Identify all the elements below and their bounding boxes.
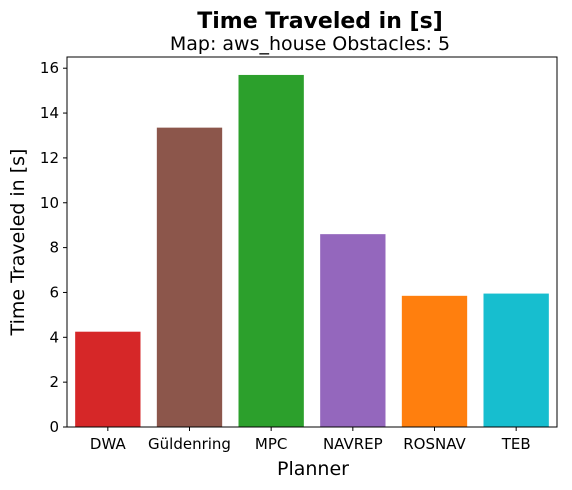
bar-g-ldenring [156, 127, 223, 428]
plot-frame [66, 56, 558, 428]
y-tick-label: 14 [40, 104, 59, 122]
x-tick-label: DWA [90, 435, 127, 453]
bar-teb [483, 293, 549, 427]
y-tick-label: 16 [40, 59, 59, 77]
chart-title: Time Traveled in [s] [197, 9, 443, 34]
y-tick-label: 8 [49, 239, 59, 257]
x-tick-label: Güldenring [148, 435, 231, 453]
chart-subtitle: Map: aws_house Obstacles: 5 [170, 33, 450, 55]
y-tick-label: 10 [40, 194, 59, 212]
bar-navrep [320, 234, 386, 427]
x-tick-label: TEB [501, 435, 531, 453]
bars-group [75, 74, 549, 428]
y-axis-label: Time Traveled in [s] [7, 149, 29, 337]
y-tick-label: 4 [49, 328, 59, 346]
bar-mpc [238, 74, 304, 427]
y-tick-label: 2 [49, 373, 59, 391]
x-tick-label: NAVREP [323, 435, 383, 453]
bar-rosnav [401, 295, 468, 427]
bar-dwa [75, 331, 141, 427]
y-tick-label: 6 [49, 283, 59, 301]
x-axis: DWA Güldenring MPC NAVREP ROSNAV TEB [90, 427, 531, 453]
x-tick-label: MPC [255, 435, 287, 453]
x-tick-label: ROSNAV [403, 435, 466, 453]
y-tick-label: 12 [40, 149, 59, 167]
y-tick-label: 0 [49, 418, 59, 436]
x-axis-label: Planner [277, 458, 349, 480]
y-axis: 0 2 4 6 8 10 12 14 16 [40, 59, 67, 436]
